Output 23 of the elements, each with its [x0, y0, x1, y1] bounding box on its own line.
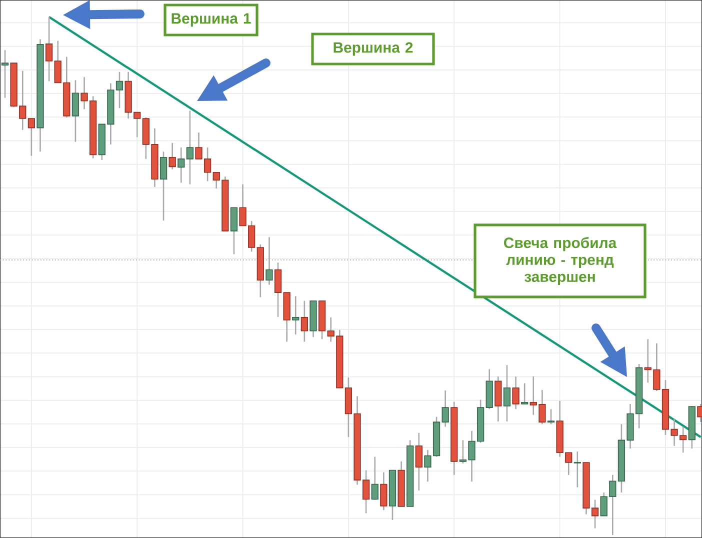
annotation: Вершина 2: [334, 42, 413, 56]
candlestick: [186, 110, 194, 185]
candlestick: [160, 151, 168, 222]
candlestick: [503, 364, 511, 422]
candlestick: [300, 300, 308, 342]
candlestick: [521, 382, 528, 405]
candlestick: [415, 432, 422, 492]
candlestick: [371, 456, 378, 500]
candlestick: [512, 376, 520, 410]
candlestick: [28, 118, 35, 156]
candlestick: [442, 390, 449, 428]
candlestick: [1, 49, 9, 98]
candlestick: [168, 142, 176, 170]
candlestick: [292, 296, 300, 336]
candlestick: [45, 16, 53, 82]
candlestick: [574, 450, 581, 488]
candlestick: [380, 472, 388, 511]
annotation: Свеча пробила линию - тренд завершен: [504, 237, 617, 285]
candlestick: [178, 146, 185, 184]
candlestick: [230, 206, 238, 255]
annotation: Вершина 1: [172, 13, 251, 27]
candlestick: [72, 80, 80, 142]
candlestick: [547, 408, 555, 425]
